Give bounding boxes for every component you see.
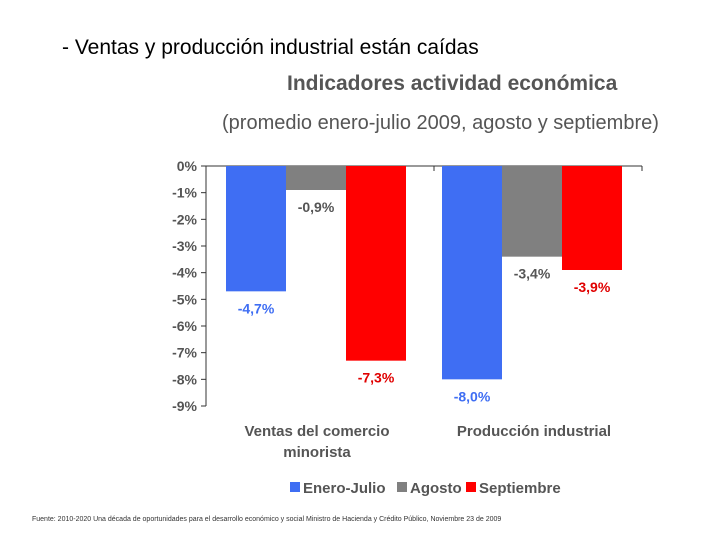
y-tick-label: -7%: [172, 345, 197, 361]
chart-title: Indicadores actividad económica: [287, 72, 618, 95]
legend-swatch-septiembre: [466, 482, 476, 492]
category-label: Producción industrial: [457, 423, 611, 440]
data-label: -8,0%: [454, 388, 491, 404]
bar-enero-julio-1: [226, 166, 286, 292]
category-label: Ventas del comercio: [244, 423, 389, 440]
y-tick-label: -9%: [172, 398, 197, 414]
bar-septiembre-1: [346, 166, 406, 361]
legend-swatch-agosto: [397, 482, 407, 492]
y-tick-label: 0%: [177, 158, 198, 174]
chart-subtitle: (promedio enero-julio 2009, agosto y sep…: [222, 112, 659, 134]
slide-title: - Ventas y producción industrial están c…: [62, 36, 479, 59]
category-label: minorista: [283, 444, 351, 461]
y-tick-label: -2%: [172, 211, 197, 227]
source-footnote: Fuente: 2010-2020 Una década de oportuni…: [32, 516, 502, 523]
data-label: -3,9%: [574, 279, 611, 295]
legend-swatch-enero-julio: [290, 482, 300, 492]
bar-agosto-2: [502, 166, 562, 257]
bar-septiembre-2: [562, 166, 622, 270]
y-tick-label: -6%: [172, 318, 197, 334]
legend-label: Septiembre: [479, 480, 561, 497]
data-label: -7,3%: [358, 370, 395, 386]
y-tick-label: -8%: [172, 371, 197, 387]
legend-label: Agosto: [410, 480, 462, 497]
bar-enero-julio-2: [442, 166, 502, 380]
data-label: -0,9%: [298, 199, 335, 215]
data-label: -4,7%: [238, 300, 275, 316]
y-tick-label: -5%: [172, 291, 197, 307]
y-tick-label: -3%: [172, 238, 197, 254]
bar-agosto-1: [286, 166, 346, 190]
legend-label: Enero-Julio: [303, 480, 386, 497]
y-tick-label: -4%: [172, 265, 197, 281]
data-label: -3,4%: [514, 266, 551, 282]
y-tick-label: -1%: [172, 185, 197, 201]
